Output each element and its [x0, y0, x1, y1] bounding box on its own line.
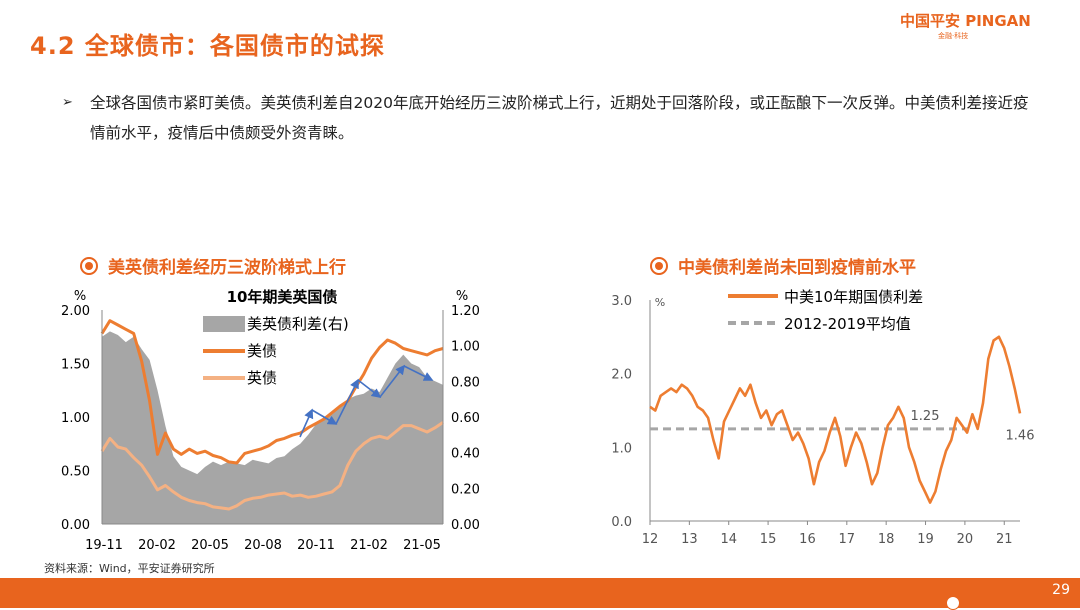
wave-arrow	[299, 408, 314, 438]
bullet-arrow-icon: ➢	[62, 95, 73, 110]
wave-arrow	[403, 365, 434, 381]
average-value-label: 1.25	[911, 409, 940, 424]
x-tick-label: 19-11	[85, 538, 123, 553]
x-tick-label: 19	[917, 532, 934, 547]
wave-arrow	[357, 379, 382, 398]
y2-tick-label: 1.20	[451, 304, 480, 319]
legend-label-spread: 美英债利差(右)	[247, 315, 349, 333]
wave-arrow	[311, 409, 338, 425]
x-tick-label: 20-11	[297, 538, 335, 553]
chart1-heading-text: 美英债利差经历三波阶梯式上行	[108, 258, 346, 278]
left-unit-label: %	[74, 289, 86, 304]
right-unit-label: %	[456, 289, 468, 304]
bullet-point: ➢ 全球各国债市紧盯美债。美英债利差自2020年底开始经历三波阶梯式上行，近期处…	[62, 88, 1042, 148]
y-tick-label: 0.50	[61, 465, 90, 480]
legend-label-uk: 英债	[247, 369, 277, 387]
logo: 中国平安 PINGAN 金融·科技	[900, 10, 1070, 44]
logo-tagline: 金融·科技	[938, 32, 969, 40]
y2-tick-label: 0.60	[451, 411, 480, 426]
x-tick-label: 20-08	[244, 538, 282, 553]
us-yield-line	[100, 319, 444, 465]
x-tick-label: 17	[839, 532, 856, 547]
logo-text: 中国平安 PINGAN	[900, 12, 1031, 30]
y-tick-label: 3.0	[611, 294, 632, 309]
wave-arrow	[379, 364, 405, 398]
x-tick-label: 20-05	[191, 538, 229, 553]
y-tick-label: 1.0	[611, 441, 632, 456]
source-note: 资料来源：Wind，平安证券研究所	[44, 562, 215, 575]
spread-line	[649, 335, 1022, 504]
wave-arrow	[335, 378, 359, 425]
x-tick-label: 21-05	[403, 538, 441, 553]
chart2-heading: 中美债利差尚未回到疫情前水平	[650, 253, 916, 278]
target-icon	[80, 257, 98, 275]
y2-tick-label: 0.00	[451, 518, 480, 533]
y-tick-label: 2.00	[61, 304, 90, 319]
y2-tick-label: 1.00	[451, 340, 480, 355]
chart-title: 10年期美英国债	[227, 288, 338, 306]
y-tick-label: 1.00	[61, 411, 90, 426]
legend-label-average: 2012-2019平均值	[784, 315, 911, 333]
x-tick-label: 20-02	[138, 538, 176, 553]
cn-us-spread-chart: 0.0 1.0 2.0 3.0 12 13 14 15 16 17 18 19 20 21% 1.25 1.4…	[611, 288, 1035, 547]
unit-label: %	[655, 296, 665, 309]
x-tick-label: 21-02	[350, 538, 388, 553]
legend-label-spread: 中美10年期国债利差	[784, 288, 923, 306]
x-tick-label: 21	[996, 532, 1013, 547]
chart1-heading: 美英债利差经历三波阶梯式上行	[80, 253, 346, 278]
y-tick-label: 1.50	[61, 358, 90, 373]
last-value-label: 1.46	[1006, 428, 1035, 443]
spread-area	[102, 331, 443, 524]
legend-label-us: 美债	[247, 342, 277, 360]
x-tick-label: 16	[799, 532, 816, 547]
y-tick-label: 2.0	[611, 368, 632, 383]
x-tick-label: 18	[878, 532, 895, 547]
x-tick-label: 12	[642, 532, 659, 547]
y2-tick-label: 0.20	[451, 482, 480, 497]
bullet-text: 全球各国债市紧盯美债。美英债利差自2020年底开始经历三波阶梯式上行，近期处于回…	[90, 94, 1029, 142]
y-tick-label: 0.00	[61, 518, 90, 533]
us-uk-yield-chart: 0.00 0.50 1.00 1.50 2.00 0.00 0.20 0.40 0.60 0.80…	[61, 288, 480, 553]
y2-tick-label: 0.40	[451, 447, 480, 462]
x-tick-label: 13	[681, 532, 698, 547]
x-tick-label: 15	[760, 532, 777, 547]
y2-tick-label: 0.80	[451, 375, 480, 390]
x-tick-label: 14	[720, 532, 737, 547]
page-number: 29	[1052, 582, 1070, 598]
y-tick-label: 0.0	[611, 515, 632, 530]
legend-swatch-spread	[203, 316, 245, 332]
page-title: 4.2 全球债市：各国债市的试探	[30, 32, 385, 60]
x-tick-label: 20	[957, 532, 974, 547]
target-icon	[650, 257, 668, 275]
chart2-heading-text: 中美债利差尚未回到疫情前水平	[678, 258, 916, 278]
footer-bar: 29	[0, 578, 1080, 610]
uk-yield-line	[100, 421, 444, 511]
